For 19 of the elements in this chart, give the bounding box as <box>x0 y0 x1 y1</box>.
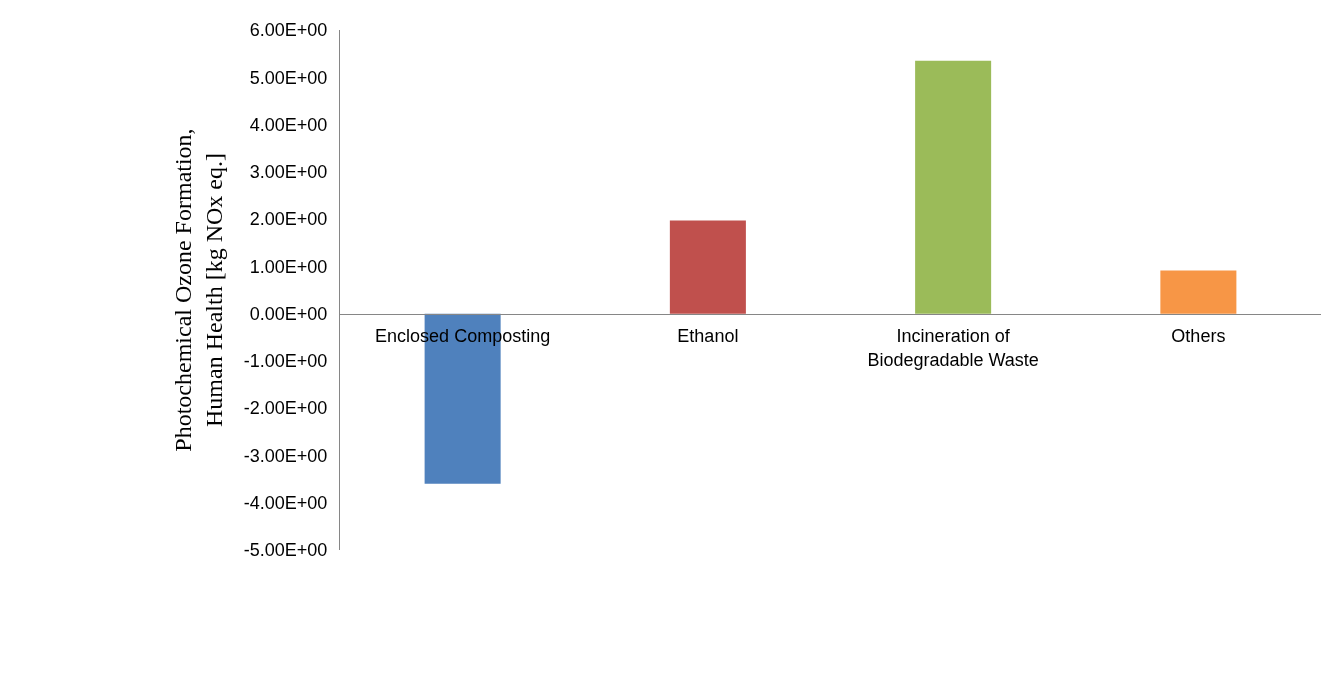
y-tick-label: 2.00E+00 <box>249 209 328 230</box>
x-tick-label: Others <box>1171 326 1226 347</box>
y-tick-label: -4.00E+00 <box>243 493 328 514</box>
y-tick-label: 6.00E+00 <box>249 20 328 41</box>
y-tick-label: -2.00E+00 <box>243 398 328 419</box>
y-tick-label: -5.00E+00 <box>243 540 328 561</box>
bar <box>915 60 992 314</box>
y-axis-title: Photochemical Ozone Formation, Human Health [kg NOx eq.] <box>169 128 227 452</box>
y-tick-label: -1.00E+00 <box>243 351 328 372</box>
x-tick-label: Ethanol <box>677 326 739 347</box>
y-tick-label: 4.00E+00 <box>249 114 328 135</box>
y-tick-label: 5.00E+00 <box>249 67 328 88</box>
bar <box>669 220 746 314</box>
bar <box>1160 270 1237 314</box>
y-tick-label: -3.00E+00 <box>243 445 328 466</box>
x-tick-label: Incineration of Biodegradable Waste <box>867 326 1039 370</box>
y-tick-label: 3.00E+00 <box>249 162 328 183</box>
y-tick-label: 0.00E+00 <box>249 303 328 324</box>
y-tick-label: 1.00E+00 <box>249 256 328 277</box>
